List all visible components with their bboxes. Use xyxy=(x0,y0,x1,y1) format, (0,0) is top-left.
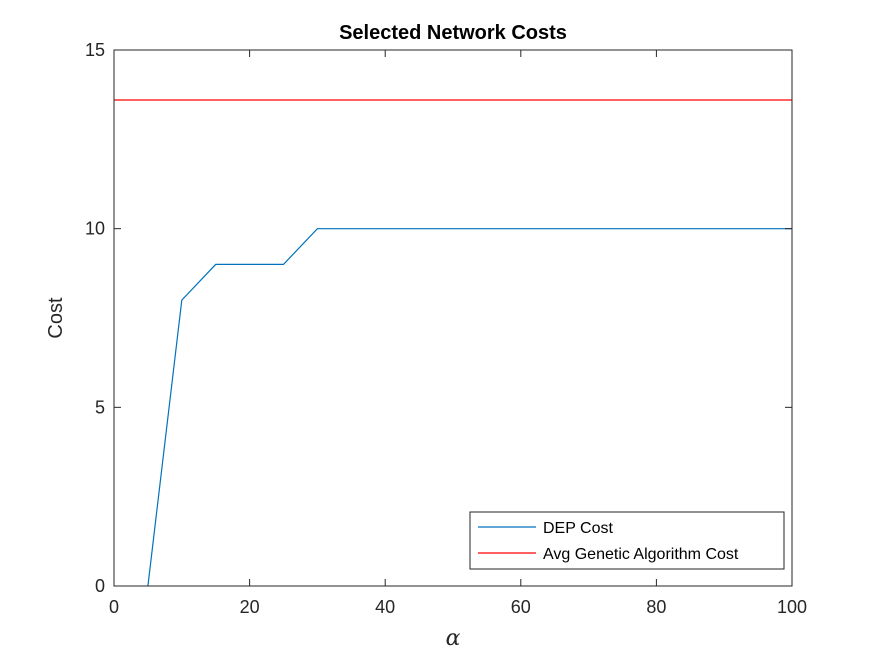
axes-layer xyxy=(113,49,793,587)
legend-label-2: Avg Genetic Algorithm Cost xyxy=(543,546,739,563)
x-tick-label: 0 xyxy=(109,597,119,617)
x-tick-label: 100 xyxy=(777,597,807,617)
legend-box xyxy=(469,511,785,570)
ticks-layer: 0 20 40 60 80 100 0 5 10 15 xyxy=(85,40,807,617)
x-axis-label: α xyxy=(446,626,461,651)
y-axis-label: Cost xyxy=(45,297,67,339)
legend-label-1: DEP Cost xyxy=(543,520,614,537)
chart-title: Selected Network Costs xyxy=(339,22,567,44)
axes-box xyxy=(113,49,793,587)
x-tick-label: 40 xyxy=(375,597,395,617)
series-line-1 xyxy=(147,228,792,587)
y-tick-label: 5 xyxy=(95,397,105,417)
plot-area xyxy=(114,50,792,586)
legend: DEP Cost Avg Genetic Algorithm Cost xyxy=(469,511,785,570)
y-tick-label: 0 xyxy=(95,576,105,596)
x-tick-label: 60 xyxy=(511,597,531,617)
series-layer xyxy=(114,99,792,587)
x-tick-label: 20 xyxy=(240,597,260,617)
x-tick-label: 80 xyxy=(646,597,666,617)
y-tick-label: 10 xyxy=(85,219,105,239)
y-tick-label: 15 xyxy=(85,40,105,60)
